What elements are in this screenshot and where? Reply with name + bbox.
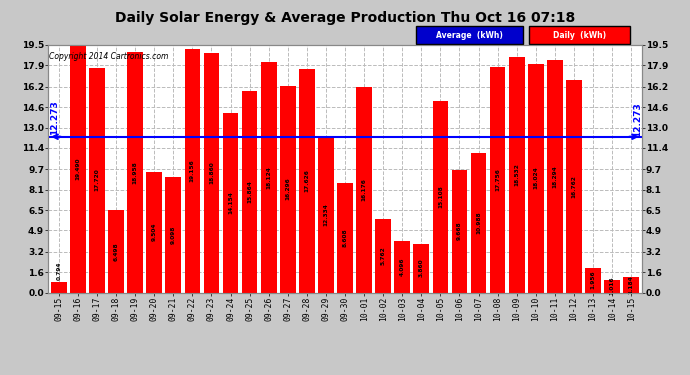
Text: 18.124: 18.124 bbox=[266, 166, 271, 189]
Bar bbox=[108, 210, 124, 292]
Bar bbox=[127, 52, 143, 292]
Bar bbox=[223, 113, 238, 292]
Text: 12.334: 12.334 bbox=[324, 203, 328, 226]
Bar bbox=[547, 60, 563, 292]
Text: 10.988: 10.988 bbox=[476, 211, 481, 234]
Bar bbox=[509, 57, 524, 292]
Text: 18.860: 18.860 bbox=[209, 161, 214, 184]
Text: 0.794: 0.794 bbox=[57, 261, 61, 280]
Text: 8.608: 8.608 bbox=[342, 228, 348, 247]
Text: 3.860: 3.860 bbox=[419, 259, 424, 278]
Text: 17.720: 17.720 bbox=[95, 169, 99, 191]
FancyBboxPatch shape bbox=[529, 26, 630, 44]
Bar bbox=[51, 282, 67, 292]
Bar bbox=[433, 101, 448, 292]
Bar bbox=[452, 170, 467, 292]
Bar bbox=[604, 280, 620, 292]
Text: 18.024: 18.024 bbox=[533, 167, 538, 189]
Text: Daily  (kWh): Daily (kWh) bbox=[553, 31, 606, 40]
Bar bbox=[623, 278, 639, 292]
Bar bbox=[166, 177, 181, 292]
Text: 16.176: 16.176 bbox=[362, 178, 366, 201]
Text: 6.498: 6.498 bbox=[114, 242, 119, 261]
Text: Average  (kWh): Average (kWh) bbox=[436, 31, 503, 40]
Text: 18.294: 18.294 bbox=[553, 165, 558, 188]
Text: 17.756: 17.756 bbox=[495, 168, 500, 191]
Bar bbox=[490, 67, 506, 292]
Bar bbox=[585, 268, 601, 292]
Bar bbox=[471, 153, 486, 292]
Bar bbox=[566, 80, 582, 292]
Text: 15.864: 15.864 bbox=[247, 180, 252, 203]
Text: 16.762: 16.762 bbox=[571, 175, 576, 198]
Text: 18.958: 18.958 bbox=[132, 161, 137, 184]
Text: 12.273: 12.273 bbox=[50, 100, 59, 135]
Text: 1.184: 1.184 bbox=[629, 276, 633, 294]
Text: 4.096: 4.096 bbox=[400, 257, 405, 276]
Text: 19.490: 19.490 bbox=[75, 158, 80, 180]
Text: 16.296: 16.296 bbox=[285, 178, 290, 201]
Bar bbox=[146, 172, 162, 292]
Text: 5.762: 5.762 bbox=[381, 246, 386, 265]
Bar bbox=[70, 45, 86, 292]
Text: 19.156: 19.156 bbox=[190, 159, 195, 182]
Bar bbox=[299, 69, 315, 292]
Bar bbox=[356, 87, 372, 292]
Bar bbox=[528, 64, 544, 292]
Text: 18.532: 18.532 bbox=[514, 164, 519, 186]
Bar bbox=[241, 91, 257, 292]
Bar bbox=[89, 68, 105, 292]
Text: 9.098: 9.098 bbox=[171, 226, 176, 244]
Text: 9.668: 9.668 bbox=[457, 222, 462, 240]
Bar bbox=[375, 219, 391, 292]
Bar bbox=[337, 183, 353, 292]
Text: Daily Solar Energy & Average Production Thu Oct 16 07:18: Daily Solar Energy & Average Production … bbox=[115, 11, 575, 25]
Bar bbox=[204, 53, 219, 292]
Text: 14.154: 14.154 bbox=[228, 191, 233, 214]
Bar bbox=[280, 86, 295, 292]
Bar bbox=[413, 243, 429, 292]
Text: 12.273: 12.273 bbox=[633, 102, 642, 137]
Text: 17.626: 17.626 bbox=[304, 169, 309, 192]
FancyBboxPatch shape bbox=[416, 26, 523, 44]
Bar bbox=[261, 63, 277, 292]
Text: 9.504: 9.504 bbox=[152, 223, 157, 242]
Text: 1.956: 1.956 bbox=[591, 271, 595, 290]
Bar bbox=[395, 240, 410, 292]
Text: 15.108: 15.108 bbox=[438, 185, 443, 208]
Text: 1.016: 1.016 bbox=[610, 277, 615, 296]
Bar bbox=[184, 50, 200, 292]
Bar bbox=[318, 136, 334, 292]
Text: Copyright 2014 Cartronics.com: Copyright 2014 Cartronics.com bbox=[49, 53, 168, 62]
